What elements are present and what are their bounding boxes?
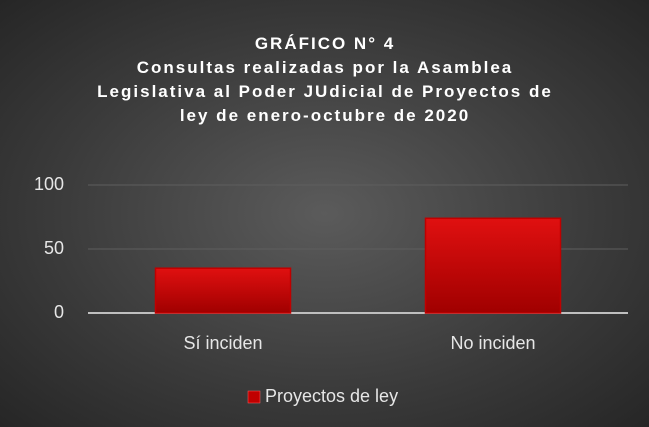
bar xyxy=(154,267,292,314)
y-tick-label: 0 xyxy=(54,302,64,322)
x-tick-label: No inciden xyxy=(450,333,535,353)
chart-subtitle: Consultas realizadas por la Asamblea Leg… xyxy=(97,58,553,125)
legend-swatch xyxy=(247,390,261,404)
y-tick-label: 50 xyxy=(44,238,64,258)
chart-title: GRÁFICO N° 4 xyxy=(254,34,396,53)
y-tick-label: 100 xyxy=(34,174,64,194)
legend-label: Proyectos de ley xyxy=(265,386,398,406)
bar xyxy=(424,217,562,314)
titles: GRÁFICO N° 4 Consultas realizadas por la… xyxy=(80,32,570,128)
x-tick-label: Sí inciden xyxy=(183,333,262,353)
